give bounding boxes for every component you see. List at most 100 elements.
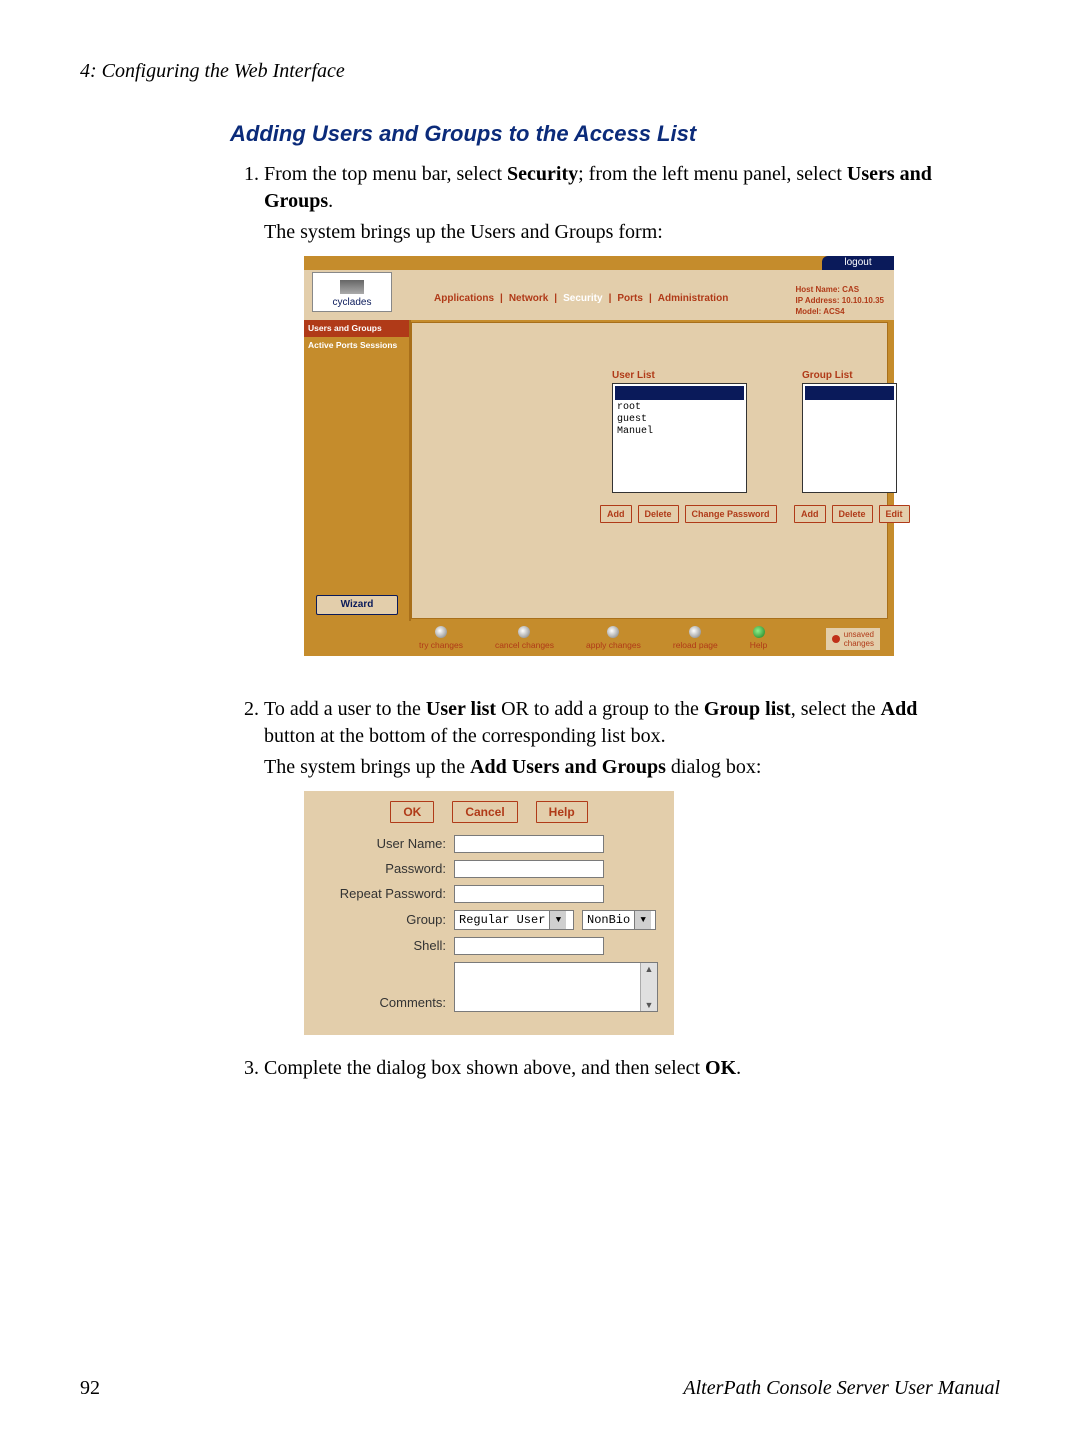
step-3: Complete the dialog box shown above, and… <box>264 1055 960 1082</box>
row-password: Password: <box>316 860 662 878</box>
try-changes-button[interactable]: try changes <box>419 626 463 651</box>
t: button at the bottom of the correspondin… <box>264 725 666 747</box>
t: From the top menu bar, select <box>264 163 507 185</box>
running-head: 4: Configuring the Web Interface <box>80 60 1000 83</box>
brand-logo: cyclades <box>312 272 392 312</box>
help-button[interactable]: Help <box>750 626 767 651</box>
label-username: User Name: <box>316 835 454 853</box>
group-list-header-bar <box>805 386 894 400</box>
bold-security: Security <box>507 163 578 185</box>
group-edit-button[interactable]: Edit <box>879 505 910 523</box>
dialog-ok-button[interactable]: OK <box>390 801 434 823</box>
screenshot-users-groups: logout cyclades Applications| Network| S… <box>304 256 894 656</box>
manual-page: 4: Configuring the Web Interface Adding … <box>0 0 1080 1440</box>
host-name: Host Name: CAS <box>796 284 885 295</box>
help-icon <box>753 626 765 638</box>
input-repeat-password[interactable] <box>454 885 604 903</box>
dot-icon <box>518 626 530 638</box>
bold-add: Add <box>881 698 918 720</box>
page-number: 92 <box>80 1377 100 1400</box>
scrollbar[interactable]: ▲▼ <box>640 963 657 1011</box>
input-shell[interactable] <box>454 937 604 955</box>
step1-line2: The system brings up the Users and Group… <box>264 219 960 246</box>
label-repeat-password: Repeat Password: <box>316 885 454 903</box>
step-1: From the top menu bar, select Security; … <box>264 161 960 656</box>
select-group[interactable]: Regular User ▼ <box>454 910 574 930</box>
user-list-header-bar <box>615 386 744 400</box>
dot-icon <box>607 626 619 638</box>
input-password[interactable] <box>454 860 604 878</box>
step1-text: From the top menu bar, select Security; … <box>264 163 932 212</box>
logo-text: cyclades <box>333 296 372 310</box>
body-column: Adding Users and Groups to the Access Li… <box>230 121 960 1082</box>
logo-icon <box>340 280 364 294</box>
menu-administration[interactable]: Administration <box>658 292 729 306</box>
group-list[interactable] <box>802 383 897 493</box>
host-model: Model: ACS4 <box>796 306 885 317</box>
group-list-label: Group List <box>802 369 853 383</box>
select-group-value: Regular User <box>455 912 549 928</box>
step2-line2: The system brings up the Add Users and G… <box>264 754 960 781</box>
group-list-buttons: Add Delete Edit <box>794 505 910 523</box>
user-add-button[interactable]: Add <box>600 505 632 523</box>
step-2: To add a user to the User list OR to add… <box>264 696 960 1035</box>
chevron-down-icon: ▼ <box>549 911 566 929</box>
select-bio[interactable]: NonBio ▼ <box>582 910 656 930</box>
label-shell: Shell: <box>316 937 454 955</box>
t: ; from the left menu panel, select <box>578 163 847 185</box>
t: Complete the dialog box shown above, and… <box>264 1057 705 1079</box>
app-header: cyclades Applications| Network| Security… <box>304 270 894 320</box>
apply-changes-button[interactable]: apply changes <box>586 626 641 651</box>
dialog-cancel-button[interactable]: Cancel <box>452 801 517 823</box>
dot-icon <box>435 626 447 638</box>
cancel-changes-button[interactable]: cancel changes <box>495 626 554 651</box>
reload-page-button[interactable]: reload page <box>673 626 718 651</box>
label-password: Password: <box>316 860 454 878</box>
textarea-comments[interactable]: ▲▼ <box>454 962 658 1012</box>
t: . <box>736 1057 741 1079</box>
row-group: Group: Regular User ▼ NonBio ▼ <box>316 910 662 930</box>
user-list[interactable]: root guest Manuel <box>612 383 747 493</box>
menu-ports[interactable]: Ports <box>617 292 643 306</box>
menu-security[interactable]: Security <box>563 292 602 306</box>
menu-applications[interactable]: Applications <box>434 292 494 306</box>
row-username: User Name: <box>316 835 662 853</box>
bold-group-list: Group list <box>704 698 791 720</box>
t: OR to add a group to the <box>496 698 704 720</box>
step3-text: Complete the dialog box shown above, and… <box>264 1057 741 1079</box>
wizard-button[interactable]: Wizard <box>316 595 398 615</box>
screenshot-add-user-dialog: OK Cancel Help User Name: Password: Repe… <box>304 791 674 1035</box>
t: The system brings up the <box>264 756 470 778</box>
host-info: Host Name: CAS IP Address: 10.10.10.35 M… <box>796 284 885 317</box>
top-menu: Applications| Network| Security| Ports| … <box>434 292 728 306</box>
sidebar-item-users-groups[interactable]: Users and Groups <box>304 320 409 337</box>
menu-network[interactable]: Network <box>509 292 548 306</box>
steps-list: From the top menu bar, select Security; … <box>230 161 960 1082</box>
t: . <box>328 190 333 212</box>
dot-icon <box>689 626 701 638</box>
group-add-button[interactable]: Add <box>794 505 826 523</box>
label-group: Group: <box>316 911 454 929</box>
bold-user-list: User list <box>426 698 496 720</box>
input-username[interactable] <box>454 835 604 853</box>
t: To add a user to the <box>264 698 426 720</box>
chevron-down-icon: ▼ <box>634 911 651 929</box>
page-footer: 92 AlterPath Console Server User Manual <box>80 1377 1000 1400</box>
t: , select the <box>791 698 881 720</box>
user-delete-button[interactable]: Delete <box>638 505 679 523</box>
user-list-label: User List <box>612 369 655 383</box>
dialog-button-row: OK Cancel Help <box>316 801 662 823</box>
group-list-items <box>805 400 894 404</box>
unsaved-changes-indicator: unsaved changes <box>826 628 880 650</box>
logout-link[interactable]: logout <box>822 256 894 270</box>
manual-title: AlterPath Console Server User Manual <box>683 1377 1000 1400</box>
step2-text: To add a user to the User list OR to add… <box>264 698 917 747</box>
group-delete-button[interactable]: Delete <box>832 505 873 523</box>
dialog-help-button[interactable]: Help <box>536 801 588 823</box>
user-change-password-button[interactable]: Change Password <box>685 505 777 523</box>
main-panel: User List root guest Manuel Group List A… <box>411 322 888 619</box>
app-footer: try changes cancel changes apply changes… <box>411 621 888 656</box>
sidebar-item-active-ports[interactable]: Active Ports Sessions <box>304 337 409 354</box>
select-bio-value: NonBio <box>583 912 634 928</box>
bold-add-users-groups: Add Users and Groups <box>470 756 666 778</box>
